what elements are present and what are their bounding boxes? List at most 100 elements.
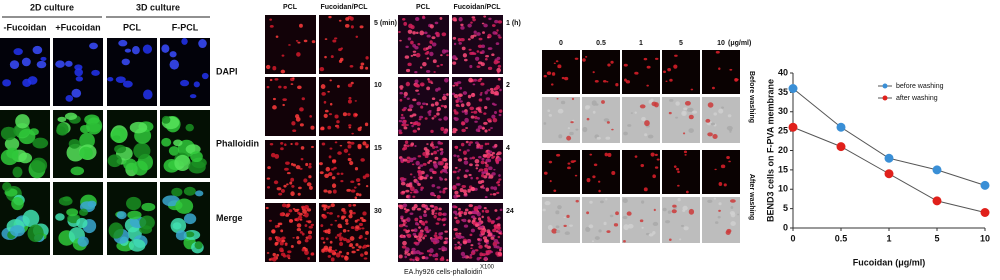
cell xyxy=(690,88,694,91)
cell xyxy=(86,117,103,135)
micrograph-bg xyxy=(622,150,660,194)
cell xyxy=(429,168,434,172)
cell xyxy=(402,203,408,208)
cell xyxy=(563,224,567,227)
cell xyxy=(362,175,367,180)
x-tick-label: 10 xyxy=(980,233,990,243)
micrograph xyxy=(662,150,700,194)
cell xyxy=(350,180,355,184)
cell xyxy=(414,79,419,84)
cell xyxy=(468,204,473,208)
cell xyxy=(469,51,474,56)
cell xyxy=(66,208,79,217)
cell xyxy=(429,176,433,179)
cell xyxy=(496,29,499,32)
cell xyxy=(669,98,674,102)
cell xyxy=(411,163,415,166)
cell xyxy=(416,122,421,126)
cell xyxy=(185,231,195,238)
cell xyxy=(366,244,370,248)
cell xyxy=(361,218,366,222)
micrograph xyxy=(662,97,700,143)
cell xyxy=(405,81,411,87)
cell xyxy=(444,230,448,233)
cell xyxy=(490,90,495,95)
micrograph xyxy=(452,15,503,74)
cell xyxy=(718,202,722,206)
micrograph xyxy=(542,150,580,194)
cell xyxy=(436,186,441,189)
cell xyxy=(347,99,352,104)
cell xyxy=(329,102,333,106)
cell xyxy=(89,42,98,50)
cell xyxy=(291,121,296,126)
cell xyxy=(496,181,499,184)
cell xyxy=(340,255,344,258)
cell xyxy=(398,254,403,259)
cell xyxy=(280,252,286,257)
micrograph xyxy=(582,97,620,143)
cell xyxy=(471,16,476,19)
cell xyxy=(453,154,457,157)
cell xyxy=(322,241,326,244)
cell xyxy=(475,167,479,170)
cell xyxy=(410,25,415,30)
cell xyxy=(424,256,429,260)
cell xyxy=(477,242,481,245)
cell xyxy=(730,205,734,209)
cell xyxy=(585,105,591,109)
cell xyxy=(431,36,436,40)
x-tick-label: 1 xyxy=(886,233,891,243)
cell xyxy=(77,236,89,247)
cell xyxy=(469,233,473,237)
cell xyxy=(429,40,433,45)
micrograph xyxy=(702,50,740,94)
micrograph xyxy=(0,110,50,179)
cell xyxy=(431,117,435,120)
cell xyxy=(272,252,276,257)
cell xyxy=(348,214,353,219)
cell xyxy=(347,83,353,88)
cell xyxy=(452,36,457,40)
cell xyxy=(348,96,352,100)
cell xyxy=(494,90,499,96)
cell xyxy=(498,36,502,39)
cell xyxy=(489,193,493,196)
cell xyxy=(606,80,609,83)
cell xyxy=(406,97,410,101)
cell xyxy=(639,219,644,223)
cell xyxy=(493,227,497,231)
cell xyxy=(458,42,462,45)
cell xyxy=(454,145,459,149)
cell xyxy=(424,226,429,230)
cell xyxy=(677,197,681,202)
cell xyxy=(417,155,422,158)
cell xyxy=(330,257,335,262)
cell xyxy=(574,174,578,177)
cell xyxy=(268,258,272,261)
cell xyxy=(292,77,295,80)
cell xyxy=(705,118,711,123)
micrograph xyxy=(622,50,660,94)
cell xyxy=(484,106,488,110)
cell xyxy=(329,147,333,150)
cell xyxy=(399,85,404,89)
cell xyxy=(288,219,294,223)
cell xyxy=(271,229,276,234)
cell xyxy=(143,89,153,100)
cell xyxy=(292,207,296,210)
cell xyxy=(650,98,654,102)
cell xyxy=(454,117,459,122)
cell xyxy=(279,212,284,217)
cell xyxy=(473,78,478,82)
cell xyxy=(127,210,142,220)
cell xyxy=(494,209,498,212)
cell xyxy=(340,47,343,50)
cell xyxy=(439,190,442,194)
cell xyxy=(496,191,500,195)
cell xyxy=(404,255,408,259)
data-point xyxy=(980,208,990,217)
cell xyxy=(485,97,491,101)
y-tick-label: 20 xyxy=(778,145,788,155)
cell xyxy=(650,152,655,157)
